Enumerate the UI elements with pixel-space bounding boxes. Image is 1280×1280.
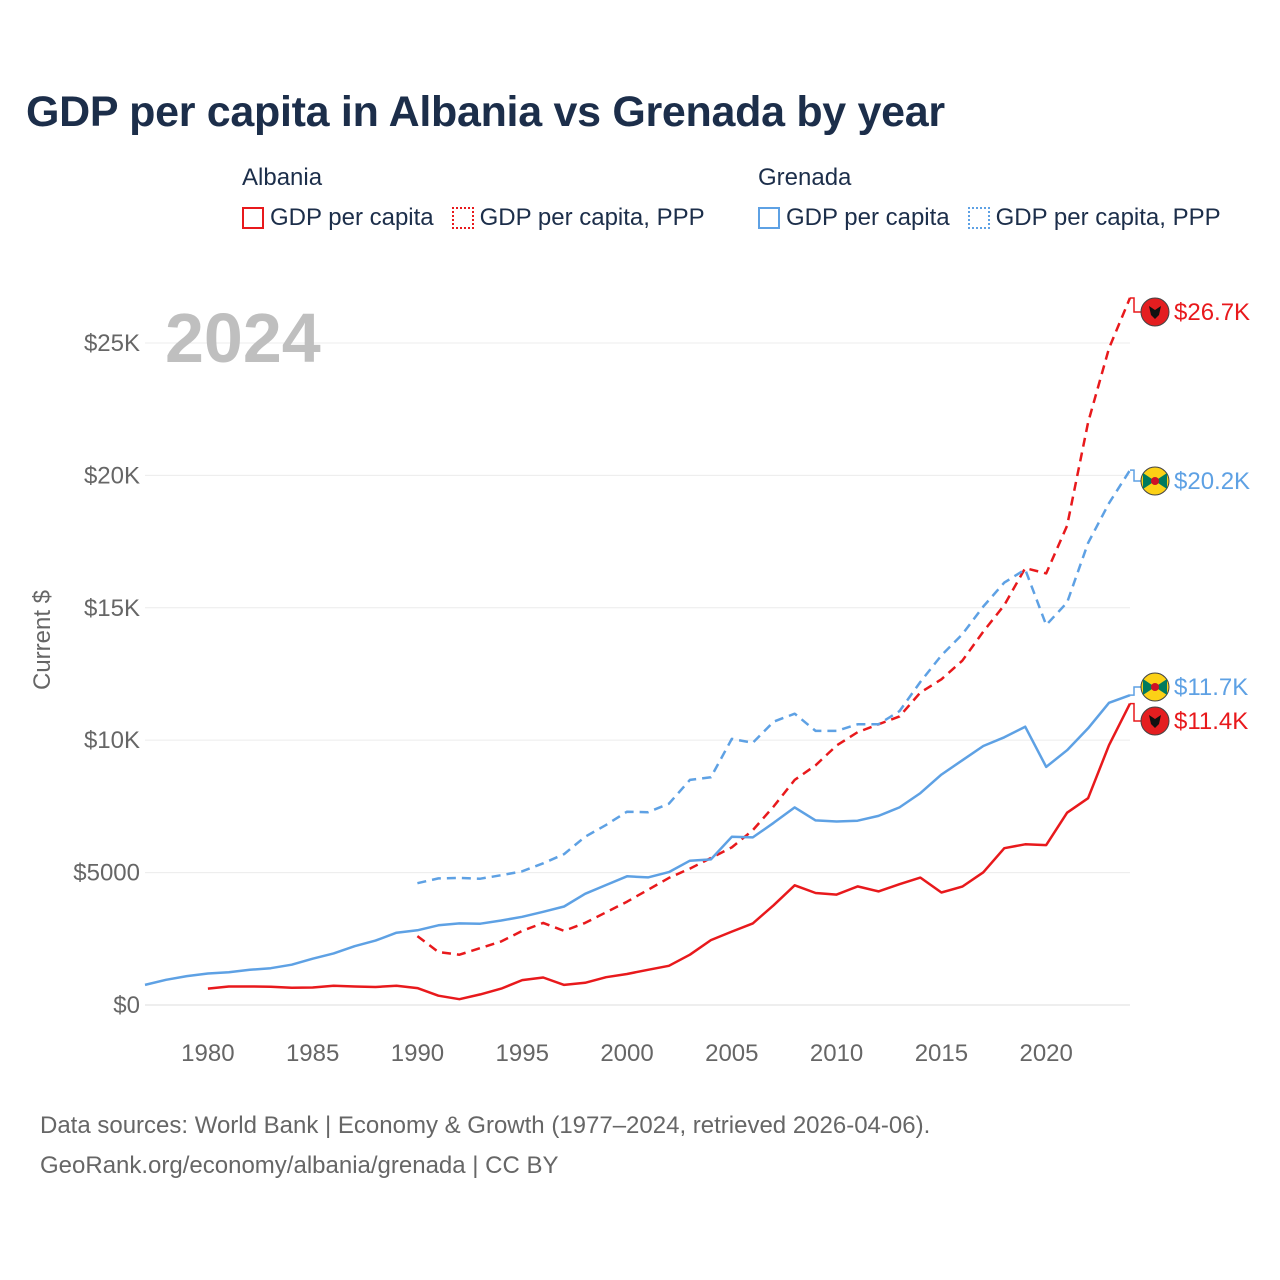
legend-swatch-albania-gdp <box>242 207 264 229</box>
end-label-grenada-dashed: $20.2K <box>1174 468 1250 495</box>
y-tick-label: $20K <box>84 462 140 489</box>
end-label-grenada-solid: $11.7K <box>1174 674 1248 701</box>
series-line-albania-solid <box>207 703 1132 1001</box>
series-line-albania-dashed <box>416 297 1132 956</box>
footer-sources: Data sources: World Bank | Economy & Gro… <box>40 1112 931 1139</box>
legend-grenada-gdp[interactable]: GDP per capita <box>758 204 950 232</box>
flag-marker-grenada <box>1140 672 1170 702</box>
end-connector <box>1130 686 1144 696</box>
y-tick-label: $10K <box>84 727 140 754</box>
legend-grenada: Grenada GDP per capita GDP per capita, P… <box>758 164 1221 232</box>
chart-title: GDP per capita in Albania vs Grenada by … <box>26 88 945 136</box>
end-connector <box>1130 469 1144 482</box>
x-tick-label: 1985 <box>286 1040 339 1067</box>
x-axis: 1980 1985 1990 1995 2000 2005 2010 2015 2020 <box>181 1040 1073 1067</box>
flag-marker-grenada <box>1140 466 1170 496</box>
end-connector <box>1130 702 1144 722</box>
legend-albania-gdp[interactable]: GDP per capita <box>242 204 434 232</box>
x-tick-label: 1990 <box>391 1040 444 1067</box>
end-labels: $11.4K $26.7K $11.7K $20.2K <box>1130 297 1250 736</box>
y-tick-label: $5000 <box>73 860 140 887</box>
y-axis-title: Current $ <box>29 590 56 690</box>
legend-swatch-grenada-gdp <box>758 207 780 229</box>
legend-label-grenada-ppp: GDP per capita, PPP <box>995 204 1221 231</box>
y-tick-label: $0 <box>113 992 140 1019</box>
x-tick-label: 2010 <box>810 1040 863 1067</box>
footer-link[interactable]: GeoRank.org/economy/albania/grenada | CC… <box>40 1152 559 1179</box>
y-axis: $0 $5000 $10K $15K $20K $25K <box>73 330 140 1019</box>
end-connector <box>1130 297 1144 313</box>
x-tick-label: 2000 <box>600 1040 653 1067</box>
footer: Data sources: World Bank | Economy & Gro… <box>40 1106 930 1186</box>
grid-lines <box>145 342 1130 1006</box>
legend-grenada-name: Grenada <box>758 164 852 191</box>
x-tick-label: 2005 <box>705 1040 758 1067</box>
legend-swatch-grenada-ppp <box>967 207 990 229</box>
legend-swatch-albania-ppp <box>451 207 474 229</box>
legend-albania-ppp[interactable]: GDP per capita, PPP <box>451 204 705 232</box>
legend-label-grenada-gdp: GDP per capita <box>786 204 950 231</box>
series-line-grenada-solid <box>144 694 1131 987</box>
legend-grenada-ppp[interactable]: GDP per capita, PPP <box>967 204 1221 232</box>
legend-label-albania-ppp: GDP per capita, PPP <box>479 204 705 231</box>
series-lines <box>144 297 1132 1001</box>
y-tick-label: $25K <box>84 330 140 357</box>
series-line-grenada-dashed <box>417 469 1132 885</box>
flag-marker-albania <box>1140 297 1170 327</box>
y-tick-label: $15K <box>84 595 140 622</box>
x-tick-label: 1995 <box>496 1040 549 1067</box>
year-overlay: 2024 <box>165 299 321 377</box>
x-tick-label: 2015 <box>915 1040 968 1067</box>
x-tick-label: 1980 <box>181 1040 234 1067</box>
x-tick-label: 2020 <box>1019 1040 1072 1067</box>
end-label-albania-dashed: $26.7K <box>1174 299 1250 326</box>
end-label-albania-solid: $11.4K <box>1174 708 1248 735</box>
legend-albania: Albania GDP per capita GDP per capita, P… <box>242 164 705 232</box>
flag-marker-albania <box>1140 706 1170 736</box>
legend-albania-name: Albania <box>242 164 323 191</box>
legend-label-albania-gdp: GDP per capita <box>270 204 434 231</box>
line-chart: 2024 $0 $5000 $10K $15K $20K $25K 1980 1985 199… <box>29 297 1250 1067</box>
